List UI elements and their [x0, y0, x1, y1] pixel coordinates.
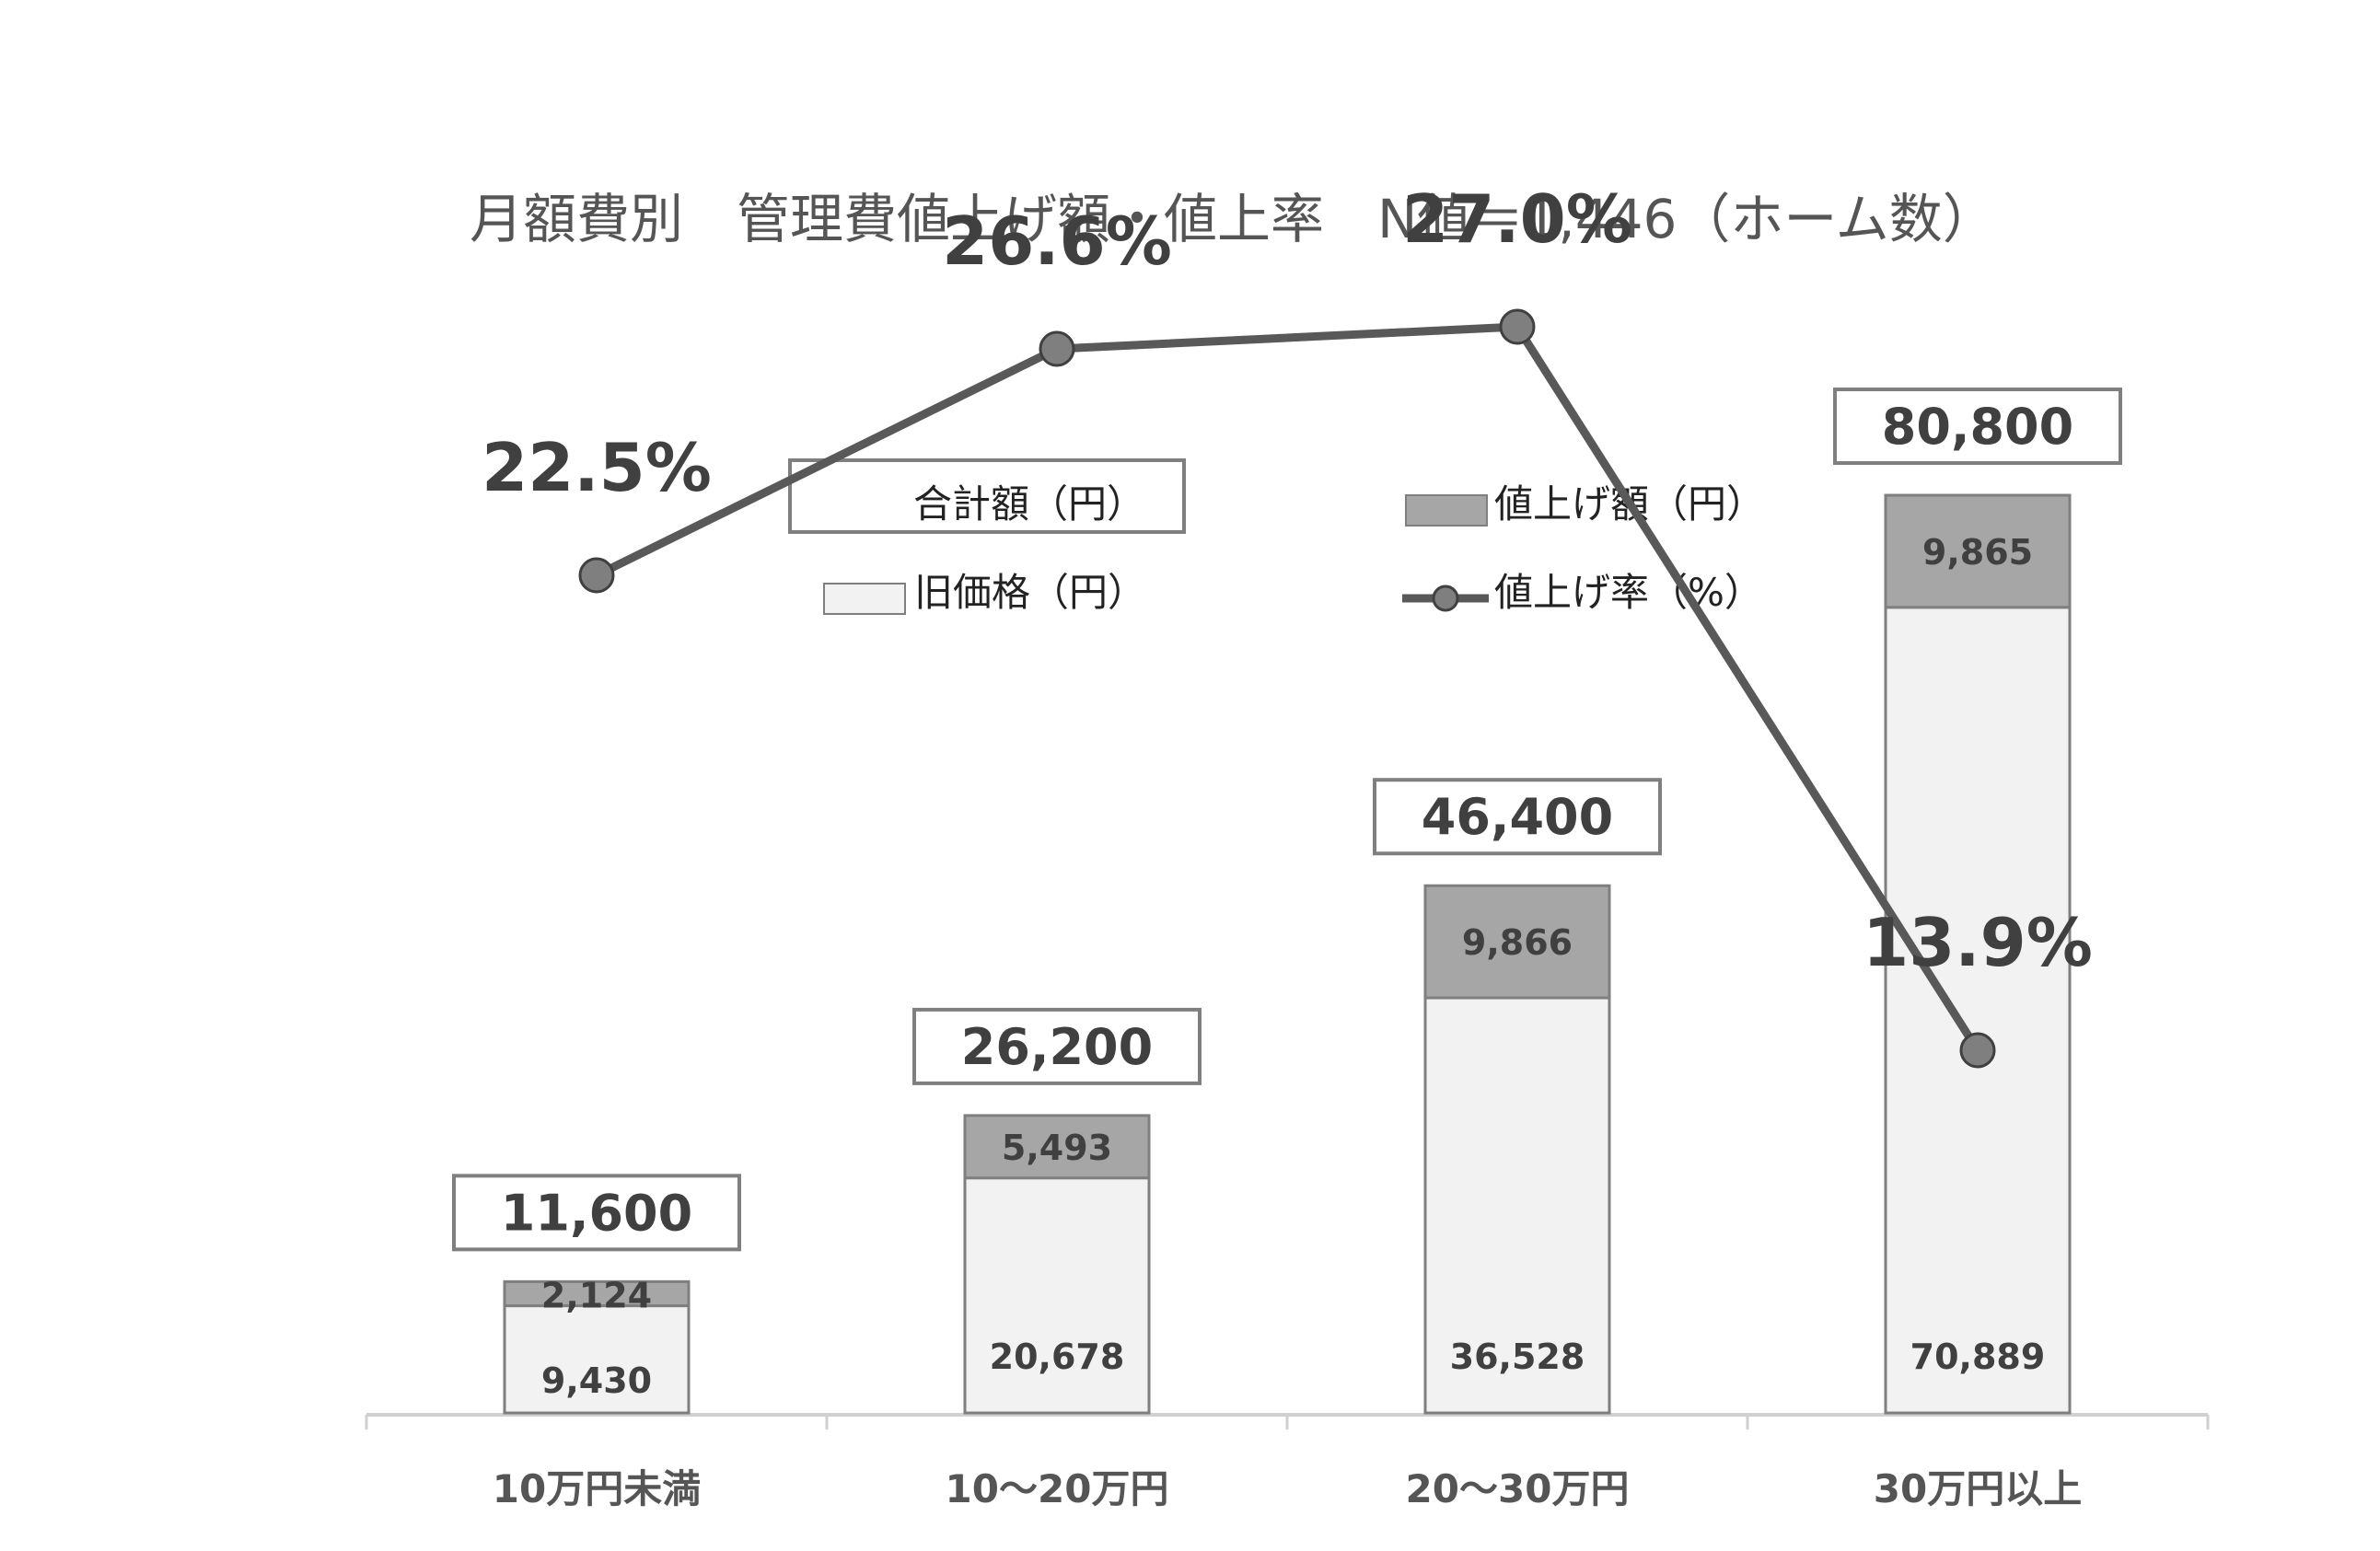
increase-label: 9,866 — [1462, 922, 1573, 963]
total-label: 80,800 — [1882, 398, 2073, 456]
chart-title: 月額費別 管理費値上げ額・値上率 N値＝1,446（ホーム数） — [470, 188, 1996, 250]
legend: 合計額（円） 値上げ額（円） 旧価格（円） 値上げ率（%） — [788, 458, 1765, 615]
total-box — [1373, 778, 1662, 856]
rate-marker — [1039, 330, 1075, 367]
bar-increase — [963, 1114, 1151, 1180]
bar-old-price — [963, 1176, 1151, 1415]
bars — [503, 493, 2072, 1415]
legend-old-label: 旧価格（円） — [914, 570, 1146, 615]
increase-label: 5,493 — [1002, 1128, 1112, 1168]
rate-marker — [1499, 308, 1536, 345]
data-labels: 9,430 2,124 11,600 20,678 5,493 26,200 36,528 9… — [452, 180, 2122, 1401]
x-tick-label: 10～20万円 — [946, 1466, 1169, 1511]
legend-total-label: 合計額（円） — [913, 481, 1145, 527]
total-label: 46,400 — [1422, 788, 1613, 846]
x-tick-label: 10万円未満 — [493, 1466, 701, 1511]
legend-increase-swatch — [1405, 494, 1488, 527]
rate-line-series — [578, 308, 1996, 1069]
total-box — [1833, 388, 2122, 466]
rate-label: 22.5% — [482, 429, 712, 506]
rate-marker — [1959, 1032, 1996, 1069]
bar-old-price — [1884, 606, 2072, 1415]
x-axis: 10万円未満 10～20万円 20～30万円 30万円以上 — [365, 1413, 2210, 1511]
total-label: 11,600 — [501, 1184, 692, 1242]
bar-old-price — [1423, 996, 1611, 1415]
legend-total-swatch — [788, 458, 1186, 534]
bar-increase — [1884, 493, 2072, 609]
total-box — [912, 1007, 1202, 1085]
legend-rate-marker — [1432, 585, 1459, 612]
total-box — [452, 1174, 741, 1252]
rate-label: 13.9% — [1863, 904, 2093, 981]
old-price-label: 36,528 — [1450, 1337, 1585, 1377]
rate-line — [595, 322, 1981, 1053]
bar-increase — [503, 1279, 691, 1308]
x-tick-label: 20～30万円 — [1406, 1466, 1630, 1511]
rate-marker — [578, 557, 615, 594]
increase-label: 2,124 — [541, 1275, 652, 1315]
rate-label: 27.0% — [1402, 180, 1632, 258]
rate-label: 26.6% — [942, 203, 1172, 280]
old-price-label: 70,889 — [1910, 1337, 2046, 1377]
legend-old-swatch — [823, 583, 906, 615]
old-price-label: 20,678 — [990, 1337, 1125, 1377]
old-price-label: 9,430 — [541, 1360, 652, 1401]
total-label: 26,200 — [961, 1018, 1153, 1076]
bar-increase — [1423, 884, 1611, 1000]
increase-label: 9,865 — [1922, 532, 2033, 573]
x-tick-label: 30万円以上 — [1874, 1466, 2082, 1511]
legend-rate-label: 値上げ率（%） — [1494, 570, 1763, 615]
